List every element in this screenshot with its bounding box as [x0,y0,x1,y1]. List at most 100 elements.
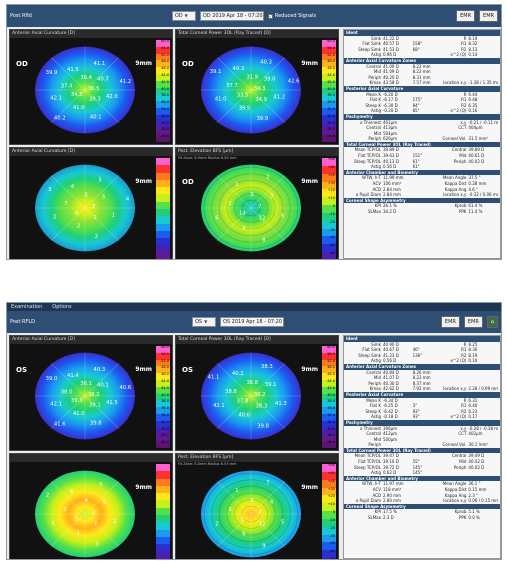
exam-select[interactable]: OD 2019 Apr 18 - 07:20 ▼ [199,11,268,21]
indices-row: ACD 2.84 mm Kappa Ang 4.6 ° [344,187,500,193]
indices-cell: 41.22 D [382,35,399,41]
color-scale-bar: 60.0 56.0 52.0 48.0 46.0 44.0 42.0 40.0 38.0 36.0… [156,345,170,448]
indices-cell: Corneal Vol. [442,442,467,448]
scale-step: 42.0 [322,80,336,88]
indices-cell: -6.25 D [382,403,398,409]
zone-size-label: 9mm [301,178,318,185]
map-gridline [216,56,286,124]
indices-cell: 31.5 mm³ [468,136,488,142]
emr-button-2[interactable]: EMR [463,316,483,328]
scale-step [156,187,170,195]
indices-cell: R2 [461,408,467,414]
scale-step: 24.0 [156,134,170,142]
indices-cell: -0.28 / -0.38 mm [468,425,498,431]
scale-step [156,529,170,537]
scale-step: -80 [322,251,336,259]
indices-cell: 40.13 D [382,158,399,164]
indices-cell: 61° [412,158,420,164]
topography-map-panel[interactable]: 2 5 4 7 3 5 1 6 2 4 5 3 2 9mm [9,453,173,559]
scale-step: 56.0 [156,352,170,360]
indices-cell: R2 [461,352,467,358]
topography-map-panel[interactable]: Anterior Axial Curvature [D] 60.0 56.0 52.0… [9,335,173,451]
indices-cell: 40.02 D [468,158,485,164]
topography-map-panel[interactable]: Anterior Axial Curvature [D] 60.0 56.0 52.0… [9,29,173,145]
scale-step: 24.0 [322,134,336,142]
map-value-label: 3 [228,507,231,513]
indices-section-title: Corneal Shape Asymmetry [344,197,500,204]
topography-map-panel[interactable]: Total Corneal Power 3OL (Ray Traced) [D]… [175,335,339,451]
scale-step: -40 [322,236,336,245]
indices-cell: -0.20 D [382,108,398,114]
indices-cell: 8.22 mm [412,63,431,69]
topography-map-panel[interactable]: Anterior Axial Curvature [D] 2 4 5 2 7 5 2 4 1 2 5 2… [9,147,173,259]
indices-section-title: Posterior Axial Curvature [344,391,500,398]
indices-cell: Steep K [365,408,381,414]
scale-step: 60.0 [156,39,170,47]
indices-cell: Periph [368,74,381,80]
eye-select[interactable]: OD ▼ [171,11,196,21]
cornea-disk [35,164,135,252]
reduced-signals-checkbox[interactable]: ✓ Reduced Signals [267,13,317,19]
emr-button[interactable]: EMR [456,10,476,22]
scale-step: 38.0 [156,400,170,408]
indices-row: Central 40.84 D 8.26 mm [344,370,500,376]
topography-map-panel[interactable]: Post. Elevation BFS [µm] Fit Zone: 8.0mm … [175,147,339,259]
scale-step [156,544,170,552]
indices-row: ACD 2.90 mm Kappa Ang 2.3 ° [344,493,500,499]
menu-options[interactable]: Options [52,304,72,310]
indices-row: Steep K -6.30 D 84° R2 6.35 [344,103,500,109]
scale-step: 32.0 [322,420,336,428]
window-title: Post Rfld [10,13,32,19]
indices-row: Mid 500µm [344,437,500,443]
map-value-label: 34.9 [255,97,267,103]
scale-step: +30 [322,487,336,496]
indices-cell: Central [366,63,381,69]
scale-step: +20 [322,189,336,198]
exam-select[interactable]: OS 2019 Apr 18 - 07:20 ▼ [219,317,287,327]
indices-cell: Flat Simk [362,41,381,47]
map-value-label: 39.0 [264,76,276,82]
indices-cell: -0.21 / -0.11 mm [468,119,498,125]
emr-button[interactable]: EMR [440,316,460,328]
indices-row: Simk 41.22 D R 8.19 [344,36,500,42]
indices-row: Central 41.09 D 8.22 mm [344,64,500,70]
scale-step [156,507,170,515]
indices-cell: 34.2 D [382,209,397,214]
color-scale-bar: +80 +60 +40 +30 +20 +10 0 -10 -20 -30 -40 -60 -80 [322,157,336,259]
map-value-label: 40.3 [260,60,272,66]
scale-step: 46.0 [322,66,336,74]
indices-cell: 2.84 mm [382,186,401,192]
map-gridline [50,362,120,430]
indices-cell: 11.4 % [468,209,483,214]
indices-cell: 40.57 D [382,41,399,47]
map-value-label: 38.3 [261,364,273,370]
indices-cell: -1.38 / 1.35 mm [468,80,498,86]
scale-step: 34.0 [156,107,170,115]
indices-cell: 41.09 D [382,63,399,69]
indices-cell: 84° [412,102,420,108]
map-gridline [50,362,120,430]
indices-cell: ACD [372,186,381,192]
topography-map-panel[interactable]: Total Corneal Power 3OL (Ray Traced) [D]… [175,29,339,145]
eye-select[interactable]: OS ▼ [191,317,216,327]
scale-step: 24.0 [322,440,336,448]
scale-step: 44.0 [156,379,170,387]
indices-cell: Central [366,431,381,437]
scale-step: 42.0 [156,386,170,394]
cornea-disk [35,46,135,134]
topography-map-panel[interactable]: Post. Elevation BFS [µm] Fit Zone: 8.0mm … [175,453,339,559]
indices-cell: 39.47 D [382,453,399,459]
indices-cell: 40.20 D [382,74,399,80]
indices-cell: 41.07 D [382,375,399,381]
menu-examination[interactable]: Examination [11,304,43,310]
indices-cell: R1 [461,347,467,353]
indices-row: Mean K -6.20 D R 6.44 [344,92,500,98]
emr-button-2[interactable]: EMR [479,10,498,22]
map-value-label: 38.2 [254,392,266,398]
scale-step: 38.0 [156,94,170,102]
map-title: Post. Elevation BFS [µm] [176,148,338,156]
scale-step: 42.0 [322,386,336,394]
indices-row: Astig 0.56 D 61° [344,164,500,170]
indices-cell: 17.5 % [382,509,397,515]
home-button[interactable]: ⌂ [486,316,499,328]
